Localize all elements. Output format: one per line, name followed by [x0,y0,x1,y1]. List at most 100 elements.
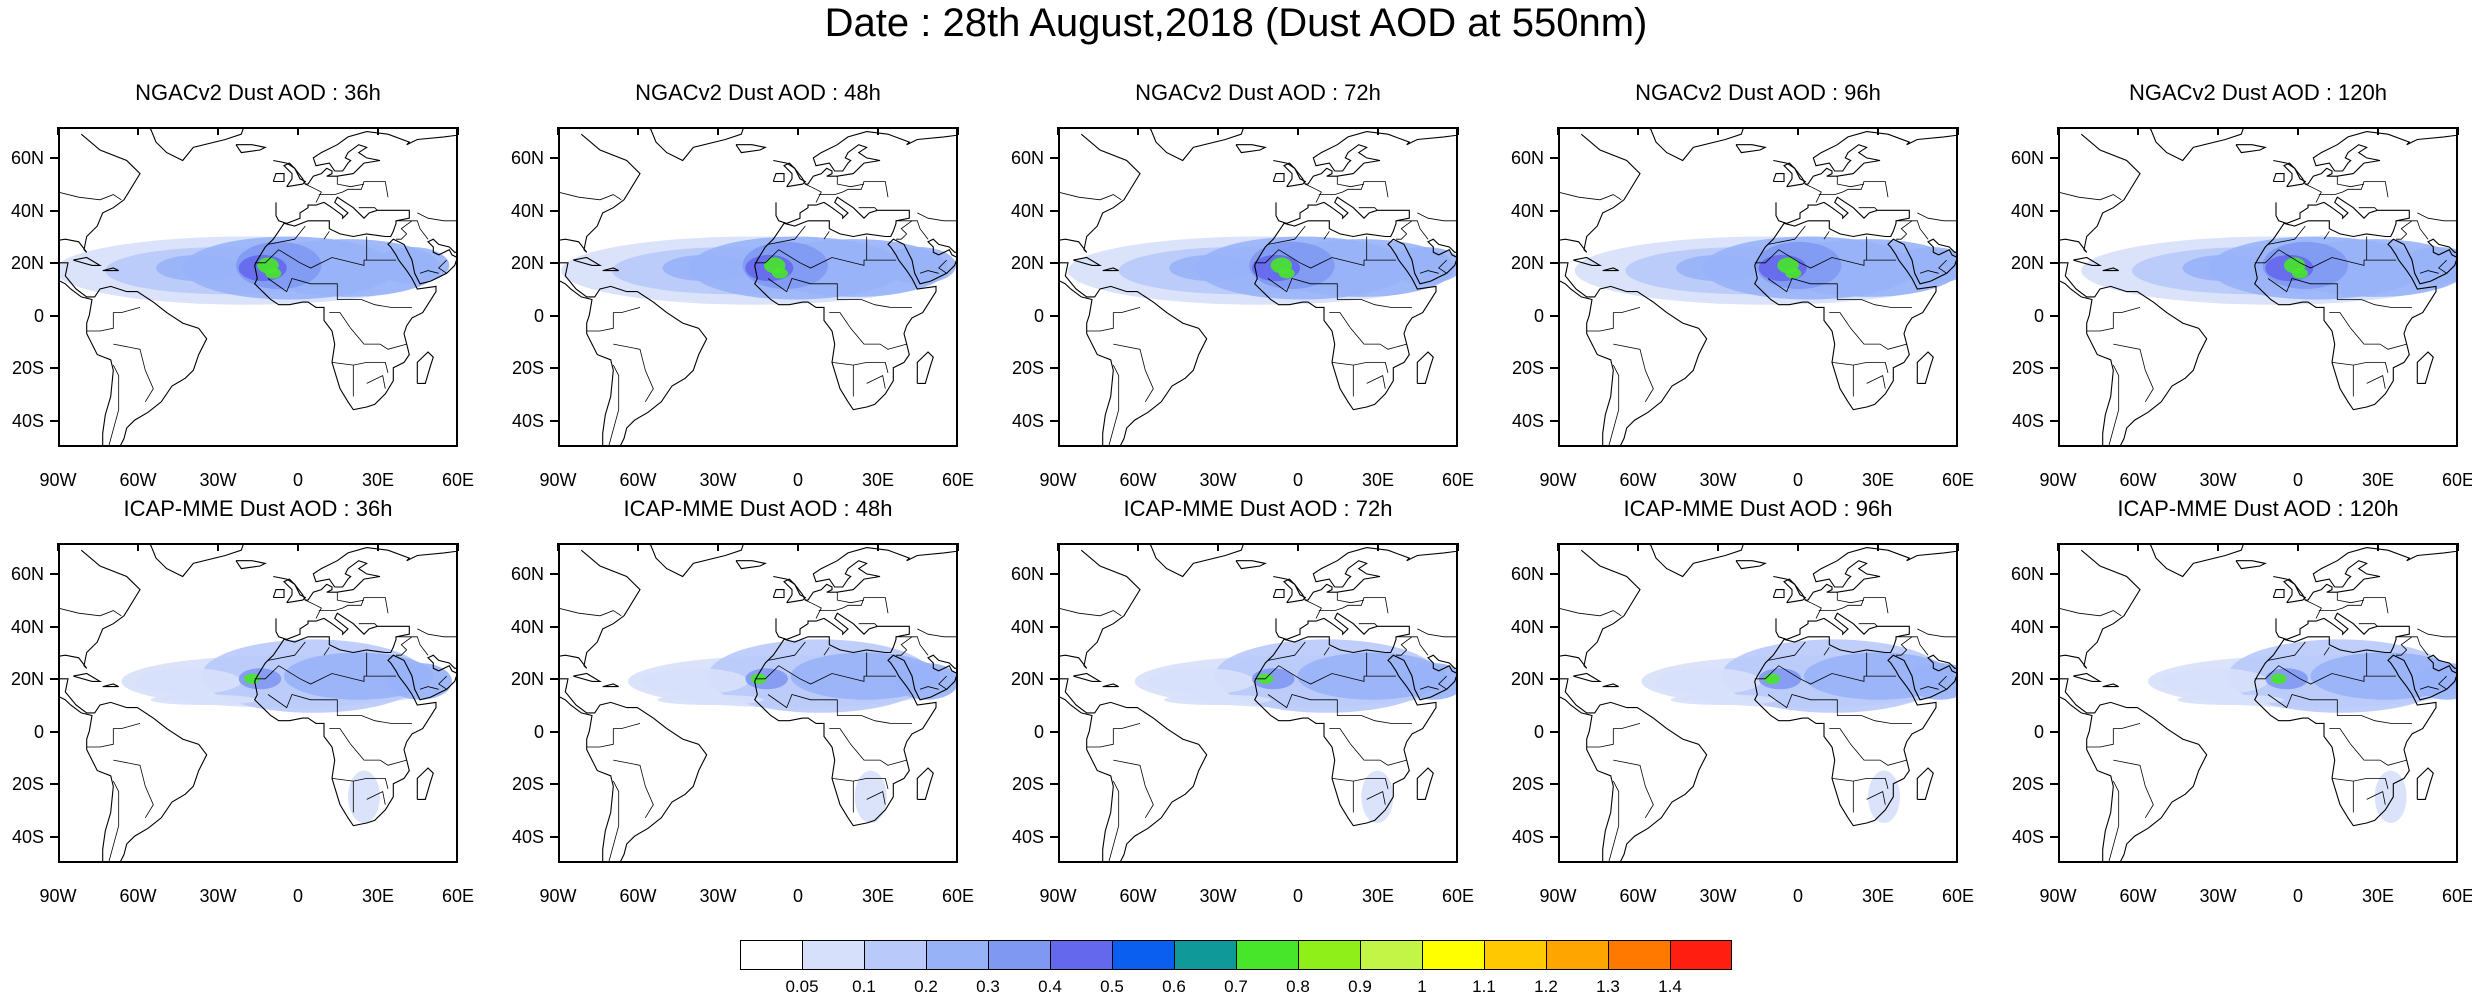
coastline [916,351,934,384]
country-border [767,278,912,308]
lat-tick-label: 60N [10,564,44,585]
aod-contour-shape [2414,663,2456,700]
dust-aod-map [1058,127,1458,447]
lon-tick [1637,543,1639,551]
country-border [1396,233,1407,240]
coastline [560,549,708,861]
country-border [1767,278,1912,308]
country-border [323,231,330,240]
lat-tick-label: 60N [1510,564,1544,585]
coastline [148,129,244,162]
coastline [416,767,434,800]
lon-tick [1457,543,1459,551]
lat-tick [1050,678,1058,681]
country-border [336,176,365,188]
country-border [818,181,889,198]
country-border [1754,249,1896,269]
lon-tick-label: 30E [1361,470,1395,490]
lon-tick-label: 30E [1861,886,1895,906]
lon-tick [1957,543,1959,551]
country-border [1417,212,1456,222]
country-border [1767,641,1806,661]
country-border [400,636,413,651]
country-border [2108,364,2120,445]
lat-tick [550,209,558,212]
lat-tick-label: 40N [510,200,544,221]
colorbar-swatch [1422,940,1484,970]
coastline [1073,672,1103,682]
country-border [1938,259,1947,274]
lat-tick-label: 20S [511,774,544,795]
country-border [254,249,396,269]
country-border [108,364,120,445]
lat-tick-label: 20N [510,669,544,690]
country-border [1917,628,1956,638]
lon-tick [2457,543,2459,551]
lat-tick-label: 20N [1010,669,1044,690]
coastline [2283,162,2307,188]
country-border [1560,608,1622,617]
lon-tick-label: 60E [2441,886,2472,906]
lon-tick [557,127,559,135]
country-border [323,647,330,656]
coastline [1602,267,1619,272]
lat-tick-label: 20N [10,253,44,274]
aod-contour-shape [1164,694,1271,705]
aod-contour-shape [2292,268,2308,279]
country-border [1805,599,1822,619]
lat-tick-label: 20N [2010,253,2044,274]
country-border [938,259,947,274]
country-border [267,225,306,245]
lon-tick-label: 0 [292,886,303,906]
lon-tick-label: 60W [1619,470,1657,490]
lat-tick-label: 40S [11,826,44,847]
lat-tick-label: 40N [2010,200,2044,221]
lon-tick [137,543,139,551]
lat-tick [50,835,58,838]
colorbar-swatch [864,940,926,970]
country-border [2305,599,2322,619]
coastline [283,162,307,188]
country-border [608,364,620,445]
lat-tick-label: 20S [11,358,44,379]
aod-contour-shape [2270,673,2287,684]
country-border [2113,759,2154,819]
dust-aod-map [2058,127,2458,447]
country-border [1805,183,1822,203]
coastline [1560,133,1708,445]
country-border [1396,636,1429,656]
lon-tick-label: 60W [619,886,657,906]
colorbar-label: 0.6 [1162,977,1186,996]
country-border [1305,599,1322,619]
colorbar-swatch [1112,940,1174,970]
coastline [754,612,956,827]
lat-tick [2050,419,2058,422]
coastline [1416,351,1434,384]
country-border [917,628,956,638]
aod-contour-shape [1764,673,1780,684]
lon-tick [2297,543,2299,551]
lon-tick-label: 60W [1119,470,1157,490]
country-border [1400,636,1413,651]
lon-tick [1957,127,1959,135]
lon-tick [2217,543,2219,551]
lat-tick [1550,262,1558,265]
country-border [267,694,412,724]
lon-tick [217,127,219,135]
coastline [1754,196,1956,411]
country-border [866,791,886,805]
country-border [1917,212,1956,222]
lon-tick [717,543,719,551]
lat-tick-label: 0 [2033,305,2044,326]
coastline [1783,162,1807,188]
colorbar-label: 1.2 [1534,977,1558,996]
coastline [1648,129,1744,162]
country-border [86,307,141,332]
coastline [1773,131,1956,185]
aod-contour-shape [1252,668,1295,690]
country-border [1323,231,1330,240]
lat-tick [1050,625,1058,628]
lat-tick-label: 20N [1510,669,1544,690]
country-border [858,623,878,627]
lat-tick [1550,314,1558,317]
